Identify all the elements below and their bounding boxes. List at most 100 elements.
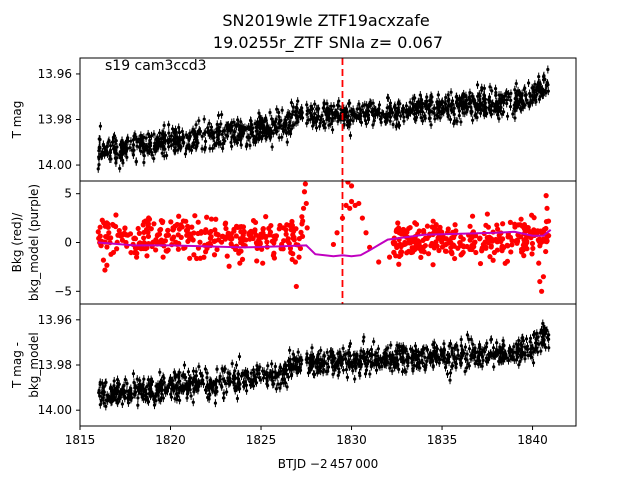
data-point [142,387,146,391]
data-point [288,129,292,133]
data-point [348,109,352,113]
data-point [108,154,112,158]
data-point [455,343,459,348]
data-point [230,362,234,366]
data-point [187,147,191,151]
bkg-point [460,236,466,242]
data-point [500,112,504,116]
data-point [239,126,243,130]
bkg-point [452,255,458,262]
bkg-point [536,260,542,266]
data-point [515,98,519,102]
data-point [373,108,378,112]
data-point [509,91,513,95]
bkg-point [123,232,130,238]
data-point [435,113,439,117]
bkg-point [376,259,382,265]
data-point [449,90,453,94]
bkg-point [165,247,171,253]
panel-top: 13.96 13.98 14.00 T mag s19 cam3ccd3 [10,57,577,182]
data-point [459,120,463,124]
bkg-point [524,238,530,244]
data-point [313,111,317,116]
data-point [268,110,272,115]
data-point [167,131,171,135]
y-tick-label: 13.98 [38,113,72,127]
data-point [406,113,411,117]
data-point [142,377,146,381]
data-point [257,372,261,376]
data-point [531,87,535,91]
data-point [429,93,433,98]
bkg-point [464,243,470,250]
data-point [507,95,511,99]
data-point [112,384,116,388]
data-point [308,117,312,122]
data-point [460,94,465,98]
data-point [225,123,230,128]
data-point [385,106,389,110]
data-point [142,135,146,139]
y-tick-label: 0 [64,236,72,250]
data-point [547,346,551,350]
data-point [211,146,215,151]
data-point [325,350,329,354]
data-point [121,161,125,165]
bkg-point [135,225,141,232]
data-point [198,371,203,376]
panel-middle: 5 0 −5 Bkg (red)/bkg_model (purple) [10,180,577,305]
bkg-point [292,259,299,265]
data-point [346,119,350,123]
data-point [388,107,392,111]
bkg-point [116,228,122,234]
data-point [97,391,101,395]
data-point [220,367,224,371]
bkg-point [281,238,287,244]
data-point [102,401,106,405]
data-point [123,377,127,382]
bkg-point [452,222,458,228]
data-point [127,395,131,399]
data-point [285,113,290,117]
data-point [109,144,113,148]
bkg-point [531,227,537,233]
bkg-point [421,249,427,255]
bkg-point [197,239,203,245]
data-point [399,114,403,118]
data-point [288,357,292,361]
data-point [221,141,225,145]
data-point [524,337,529,341]
bkg-point [248,228,254,234]
data-point [175,135,179,139]
bkg-point [238,248,244,254]
data-point [265,130,269,134]
data-point [372,119,376,123]
bkg-point [133,254,140,260]
data-point [138,379,142,383]
data-point [239,120,243,124]
bkg-point [100,257,107,263]
data-point [114,389,118,393]
data-point [268,371,273,375]
data-point [179,388,184,392]
bkg-point [501,244,507,251]
data-point [347,124,351,129]
data-point [273,364,277,369]
bkg-point [203,249,209,255]
data-point [465,110,469,114]
data-point [202,131,206,136]
data-point [353,112,357,116]
data-point [446,114,450,119]
data-point [289,115,293,120]
data-point [228,381,232,385]
data-point [220,113,224,117]
data-point [159,379,164,383]
bkg-point [264,239,270,245]
data-point [333,110,338,115]
bkg-point [433,222,439,228]
data-point [394,112,398,116]
data-point [169,144,173,148]
data-point [431,342,435,347]
bkg-point [300,205,307,211]
bkg-point [448,244,454,251]
